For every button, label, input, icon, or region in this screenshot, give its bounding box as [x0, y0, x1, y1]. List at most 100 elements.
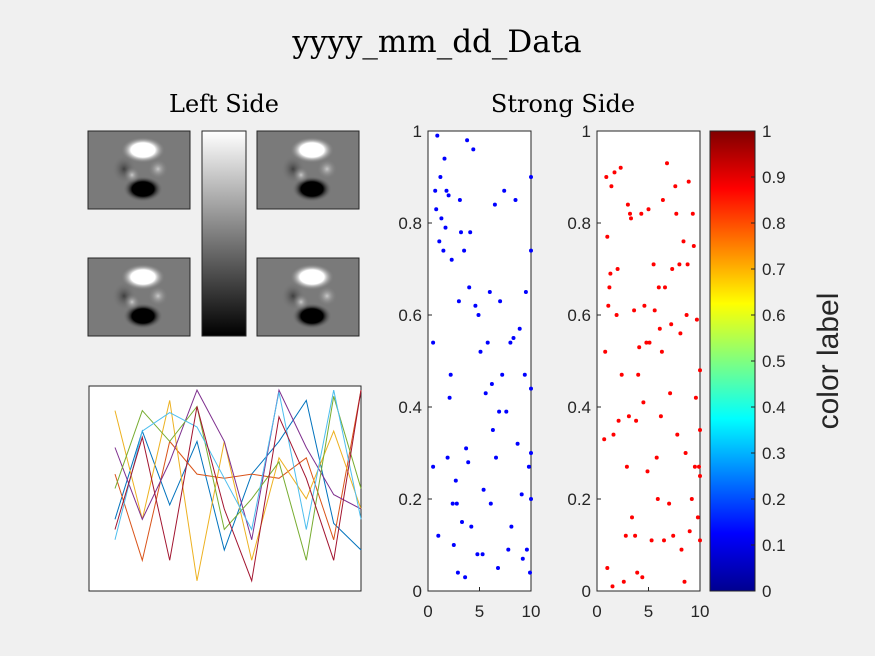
- scatter-point: [675, 432, 680, 437]
- line-series-3: [114, 400, 362, 581]
- scatter-point: [454, 501, 459, 506]
- scatter-point: [478, 349, 483, 354]
- jet-colorbar-ticks: 0 0.1 0.2 0.3 0.4 0.5 0.6 0.7 0.8 0.9 1: [751, 122, 786, 601]
- xtick-label: 0: [592, 602, 601, 621]
- scatter-point: [464, 446, 469, 451]
- scatter-point: [459, 230, 463, 235]
- scatter-point: [526, 464, 531, 469]
- scatter-point: [671, 533, 676, 538]
- scatter-point: [658, 414, 663, 419]
- ytick-label: 0.6: [398, 306, 422, 325]
- line-series-6: [114, 389, 362, 540]
- figure-suptitle: yyyy_mm_dd_Data: [291, 24, 581, 60]
- scatter-point: [659, 349, 664, 354]
- scatter-point: [439, 216, 444, 221]
- scatter-point: [435, 133, 440, 138]
- scatter-point: [605, 234, 610, 239]
- xtick-label: 5: [475, 602, 484, 621]
- scatter-point: [523, 290, 528, 294]
- red-scatter-xticks: 0 5 10: [592, 587, 709, 621]
- image-top-right: [256, 130, 360, 210]
- scatter-point: [651, 262, 656, 267]
- scatter-point: [519, 492, 524, 497]
- line-series-5: [114, 396, 362, 561]
- scatter-point: [451, 543, 456, 547]
- scatter-point: [506, 547, 511, 552]
- scatter-point: [612, 170, 617, 175]
- scatter-point: [665, 161, 669, 166]
- scatter-point: [621, 579, 626, 584]
- scatter-point: [500, 372, 505, 377]
- scatter-point: [682, 579, 687, 584]
- scatter-point: [698, 428, 702, 432]
- scatter-point: [630, 515, 634, 520]
- ytick-label: 0: [582, 582, 591, 601]
- scatter-point: [504, 409, 509, 414]
- scatter-point: [634, 418, 639, 423]
- scatter-point: [434, 207, 439, 212]
- scatter-point: [663, 285, 667, 290]
- scatter-point: [463, 575, 468, 580]
- scatter-point: [649, 538, 654, 543]
- colorbar-tick-label: 1: [762, 122, 771, 141]
- scatter-point: [618, 165, 623, 170]
- scatter-point: [683, 451, 688, 455]
- line-panel: [88, 385, 362, 592]
- scatter-point: [697, 464, 701, 469]
- xtick-label: 0: [423, 602, 432, 621]
- scatter-point: [515, 441, 520, 446]
- scatter-point: [609, 184, 614, 189]
- colorbar-tick-label: 0.1: [762, 536, 786, 555]
- scatter-point: [529, 248, 533, 253]
- scatter-point: [431, 340, 436, 345]
- scatter-point: [633, 533, 638, 538]
- scatter-point: [450, 501, 455, 506]
- ytick-label: 0.2: [567, 490, 591, 509]
- colorbar-tick-label: 0.7: [762, 260, 786, 279]
- scatter-point: [489, 382, 494, 386]
- blue-scatter-axes: 0 0.2 0.4 0.6 0.8 1 0 5 10: [398, 122, 540, 621]
- scatter-point: [681, 239, 686, 244]
- red-scatter-yticks: 0 0.2 0.4 0.6 0.8 1: [567, 122, 601, 601]
- xtick-label: 10: [522, 602, 541, 621]
- scatter-point: [488, 501, 493, 506]
- image-bottom-right: [256, 257, 360, 337]
- scatter-point: [490, 428, 495, 432]
- scatter-point: [513, 198, 518, 202]
- ytick-label: 0.8: [398, 214, 422, 233]
- scatter-point: [693, 395, 698, 400]
- scatter-point: [476, 313, 481, 317]
- scatter-point: [689, 497, 694, 501]
- red-scatter-axes: 0 0.2 0.4 0.6 0.8 1 0 5 10: [567, 122, 709, 621]
- scatter-point: [645, 469, 650, 474]
- scatter-point: [670, 267, 675, 271]
- scatter-point: [698, 368, 702, 373]
- scatter-point: [457, 198, 462, 202]
- scatter-point: [636, 372, 641, 377]
- scatter-point: [448, 372, 453, 377]
- blue-scatter-yticks: 0 0.2 0.4 0.6 0.8 1: [398, 122, 432, 601]
- scatter-point: [483, 391, 488, 396]
- ytick-label: 0.4: [567, 398, 591, 417]
- scatter-point: [480, 552, 485, 557]
- scatter-point: [654, 455, 659, 460]
- scatter-point: [615, 267, 620, 271]
- scatter-point: [641, 400, 646, 405]
- scatter-point: [473, 303, 478, 308]
- scatter-point: [698, 538, 702, 543]
- scatter-point: [637, 345, 642, 350]
- scatter-point: [456, 299, 461, 304]
- colorbar-tick-label: 0.5: [762, 352, 786, 371]
- scatter-point: [603, 349, 608, 354]
- scatter-point: [691, 244, 696, 248]
- scatter-point: [502, 188, 507, 193]
- scatter-point: [677, 262, 682, 267]
- colorbar-tick-label: 0.2: [762, 490, 786, 509]
- scatter-point: [498, 299, 503, 304]
- scatter-point: [529, 497, 533, 501]
- image-top-left: [87, 130, 191, 210]
- scatter-point: [468, 230, 473, 235]
- scatter-point: [646, 207, 651, 212]
- colorbar-tick-label: 0.3: [762, 444, 786, 463]
